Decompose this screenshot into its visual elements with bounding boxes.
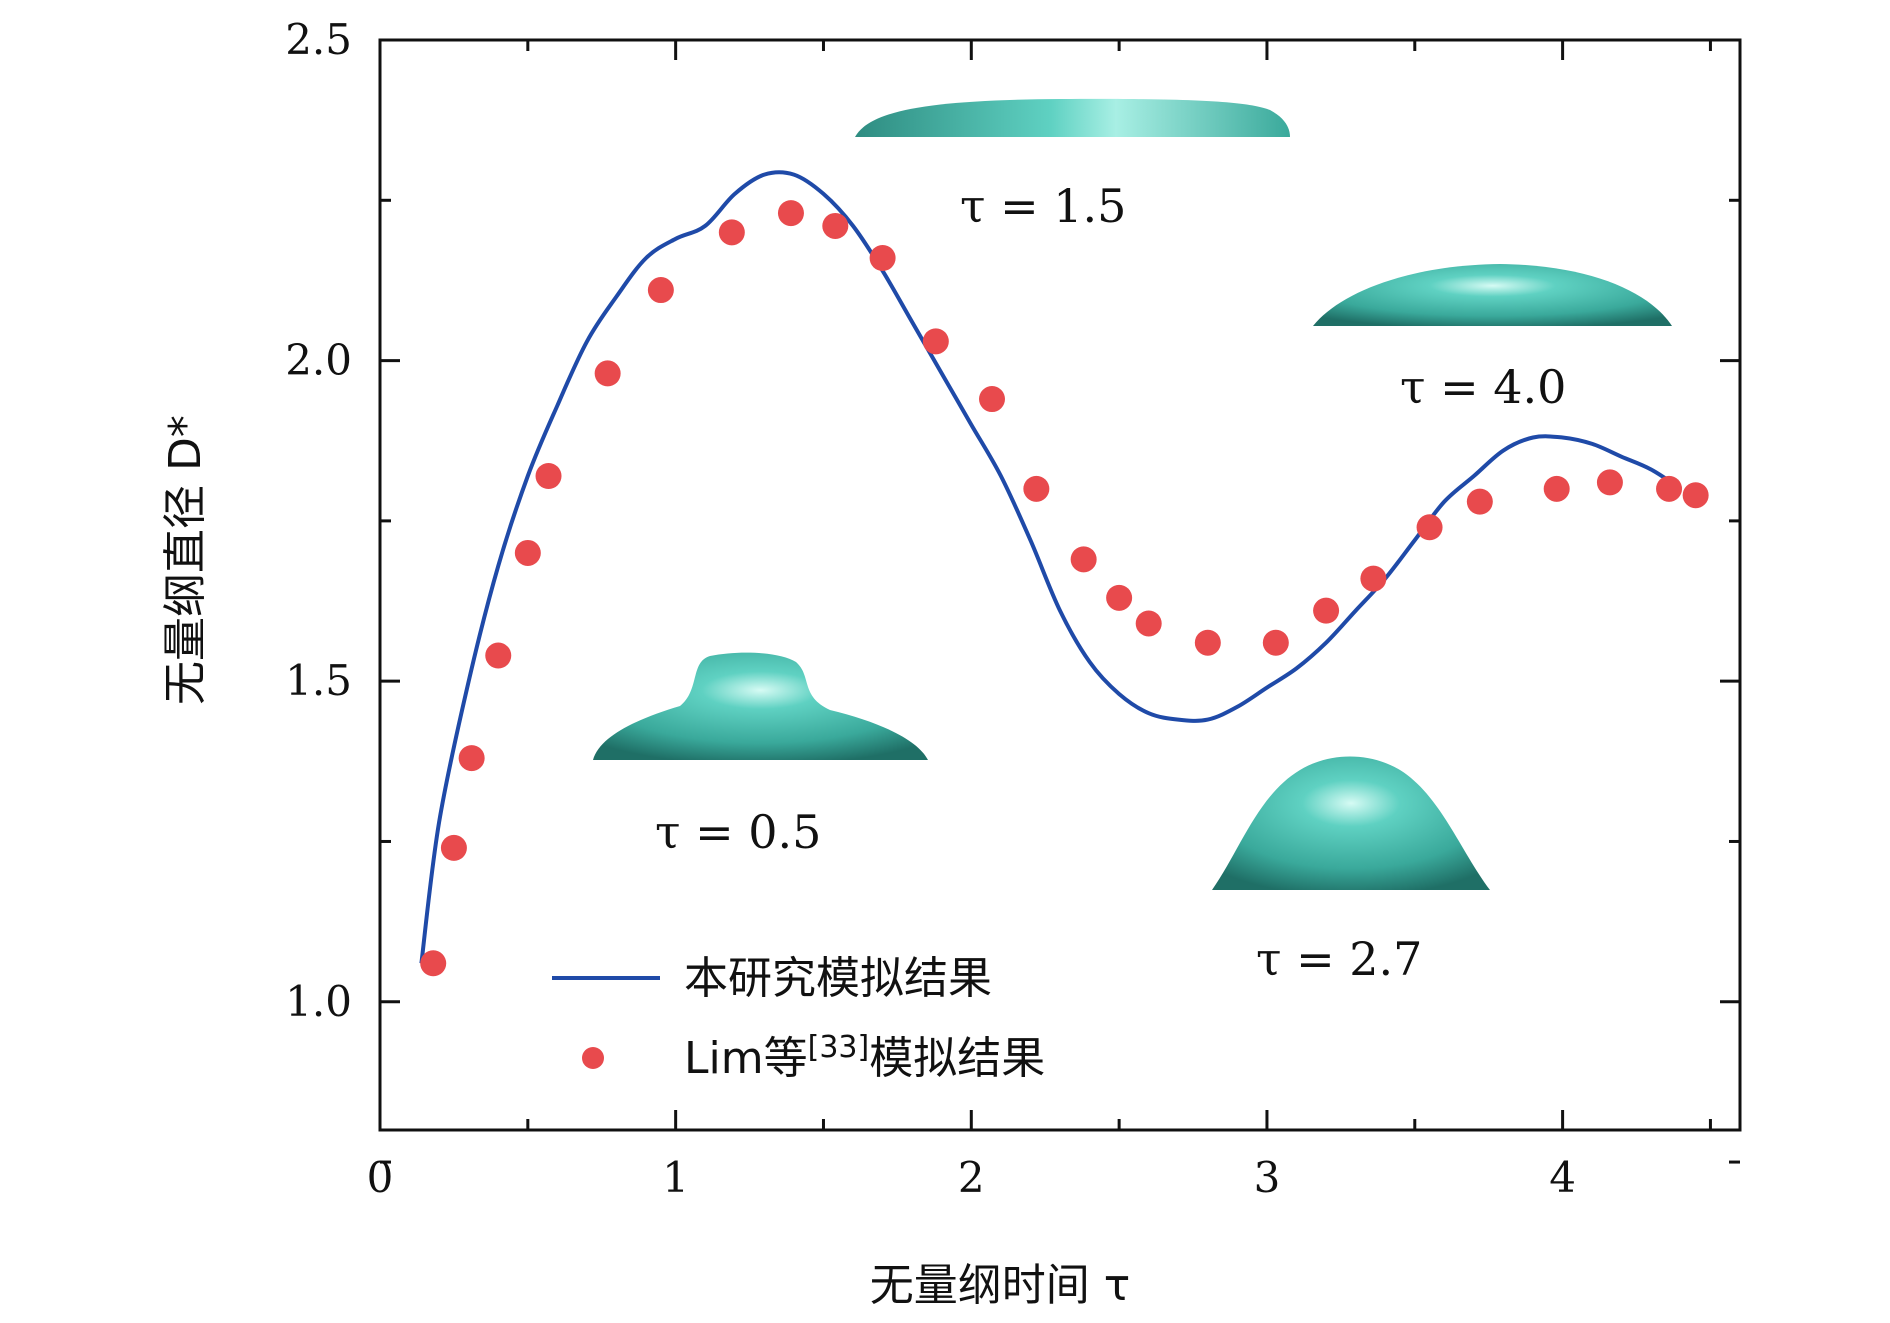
scatter-point bbox=[1135, 610, 1162, 637]
x-tick-label-4: 4 bbox=[1549, 1153, 1576, 1202]
scatter-point bbox=[1596, 469, 1623, 496]
scatter-point bbox=[979, 386, 1005, 413]
scatter-point bbox=[535, 463, 562, 489]
droplet-tau-1.5-image bbox=[855, 98, 1290, 137]
x-tick-label-2: 2 bbox=[958, 1153, 985, 1202]
y-tick-label-1.5: 1.5 bbox=[285, 656, 352, 705]
droplet-tau-2.7-image bbox=[1212, 756, 1490, 890]
scatter-point bbox=[1106, 584, 1133, 611]
series-line-this-study bbox=[419, 170, 1682, 964]
scatter-point bbox=[1360, 565, 1387, 592]
scatter-point bbox=[777, 200, 804, 227]
legend-dot-swatch bbox=[582, 1047, 604, 1069]
legend-label-scatter-ref: [33] bbox=[808, 1030, 870, 1065]
legend-label-scatter-tail: 模拟结果 bbox=[869, 1033, 1045, 1084]
legend-label-line: 本研究模拟结果 bbox=[684, 953, 992, 1004]
scatter-point bbox=[1416, 514, 1443, 541]
y-axis-label: 无量纲直径 D* bbox=[160, 415, 211, 705]
scatter-point bbox=[514, 539, 541, 566]
series-scatter-lim bbox=[420, 200, 1709, 977]
scatter-point bbox=[420, 950, 447, 977]
scatter-point bbox=[1682, 482, 1709, 509]
legend-label-scatter-main: Lim等 bbox=[684, 1033, 808, 1084]
scatter-point bbox=[485, 642, 512, 669]
legend: 本研究模拟结果 Lim等[33]模拟结果 bbox=[552, 953, 1045, 1084]
plot-frame bbox=[378, 38, 1742, 1132]
scatter-point bbox=[458, 745, 485, 772]
y-tick-label-1.0: 1.0 bbox=[285, 977, 352, 1026]
scatter-point bbox=[1070, 546, 1097, 573]
annotation-tau-0.5: τ = 0.5 bbox=[655, 805, 821, 859]
scatter-point bbox=[594, 360, 621, 387]
axis-ticks bbox=[378, 38, 1740, 1164]
annotation-tau-1.5: τ = 1.5 bbox=[960, 179, 1126, 233]
scatter-point bbox=[1313, 597, 1340, 624]
x-axis-label: 无量纲时间 τ bbox=[870, 1260, 1130, 1311]
scatter-point bbox=[718, 219, 745, 246]
scatter-point bbox=[869, 245, 896, 271]
annotation-tau-4.0: τ = 4.0 bbox=[1400, 360, 1566, 414]
y-tick-label-2.5: 2.5 bbox=[285, 15, 352, 64]
annotation-tau-2.7: τ = 2.7 bbox=[1256, 932, 1422, 986]
scatter-point bbox=[1023, 475, 1050, 502]
axis-tick-labels: 0 1 2 3 4 1.0 1.5 2.0 2.5 bbox=[285, 15, 1576, 1202]
scatter-point bbox=[440, 834, 467, 861]
scatter-point bbox=[822, 212, 849, 239]
droplet-tau-0.5-image bbox=[593, 652, 928, 760]
scatter-point bbox=[1543, 475, 1570, 502]
x-tick-label-0: 0 bbox=[367, 1153, 394, 1202]
scatter-point bbox=[1194, 629, 1221, 656]
x-tick-label-3: 3 bbox=[1254, 1153, 1281, 1202]
scatter-point bbox=[922, 328, 949, 355]
x-tick-label-1: 1 bbox=[662, 1153, 689, 1202]
scatter-point bbox=[647, 277, 674, 304]
scatter-point bbox=[1262, 629, 1289, 656]
scatter-point bbox=[1656, 475, 1683, 502]
legend-label-scatter: Lim等[33]模拟结果 bbox=[684, 1030, 1045, 1084]
y-tick-label-2.0: 2.0 bbox=[285, 336, 352, 385]
scatter-point bbox=[1466, 488, 1493, 515]
droplet-tau-4.0-image bbox=[1313, 264, 1672, 326]
